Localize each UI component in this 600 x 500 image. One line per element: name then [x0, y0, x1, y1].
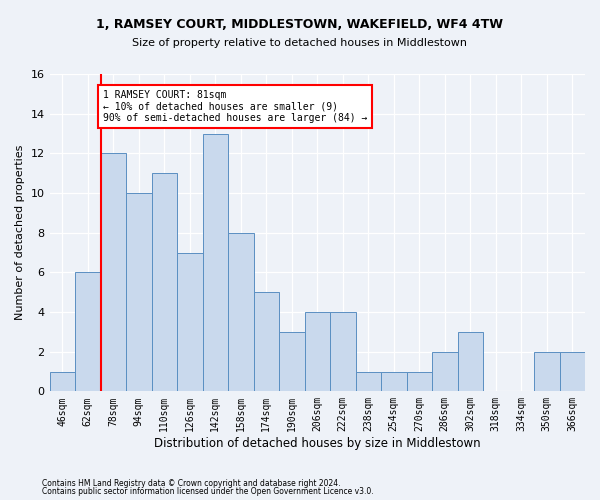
Text: 1, RAMSEY COURT, MIDDLESTOWN, WAKEFIELD, WF4 4TW: 1, RAMSEY COURT, MIDDLESTOWN, WAKEFIELD,… [97, 18, 503, 30]
Bar [381, 372, 407, 392]
Bar [432, 352, 458, 392]
Text: Size of property relative to detached houses in Middlestown: Size of property relative to detached ho… [133, 38, 467, 48]
Bar [458, 332, 483, 392]
Bar [560, 352, 585, 392]
Bar [228, 232, 254, 392]
Text: Contains HM Land Registry data © Crown copyright and database right 2024.: Contains HM Land Registry data © Crown c… [42, 478, 341, 488]
Y-axis label: Number of detached properties: Number of detached properties [15, 145, 25, 320]
Bar [152, 173, 177, 392]
Bar [279, 332, 305, 392]
Text: 1 RAMSEY COURT: 81sqm
← 10% of detached houses are smaller (9)
90% of semi-detac: 1 RAMSEY COURT: 81sqm ← 10% of detached … [103, 90, 367, 123]
Bar [534, 352, 560, 392]
Bar [305, 312, 330, 392]
Bar [330, 312, 356, 392]
Bar [203, 134, 228, 392]
Bar [407, 372, 432, 392]
X-axis label: Distribution of detached houses by size in Middlestown: Distribution of detached houses by size … [154, 437, 481, 450]
Bar [254, 292, 279, 392]
Bar [50, 372, 75, 392]
Bar [126, 193, 152, 392]
Bar [101, 154, 126, 392]
Bar [177, 252, 203, 392]
Bar [356, 372, 381, 392]
Text: Contains public sector information licensed under the Open Government Licence v3: Contains public sector information licen… [42, 487, 374, 496]
Bar [75, 272, 101, 392]
